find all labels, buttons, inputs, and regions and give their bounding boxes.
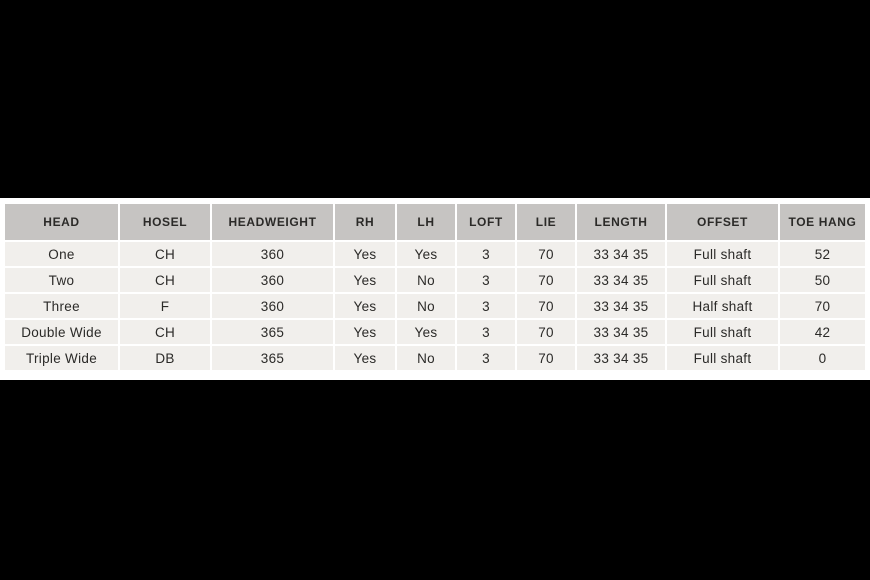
table-cell: 33 34 35 [577,268,665,292]
table-cell: Half shaft [667,294,778,318]
table-cell: Yes [335,268,395,292]
table-cell: Two [5,268,118,292]
table-body: One CH 360 Yes Yes 3 70 33 34 35 Full shaft 52 Two… [5,242,865,370]
table-cell: 50 [780,268,865,292]
table-cell: 70 [517,294,575,318]
table-cell: Yes [335,346,395,370]
table-cell: 52 [780,242,865,266]
column-header-hosel: HOSEL [120,204,210,240]
table-cell: One [5,242,118,266]
table-cell: 360 [212,268,333,292]
table-cell: DB [120,346,210,370]
table-row: One CH 360 Yes Yes 3 70 33 34 35 Full shaft 52 [5,242,865,266]
table-cell: 0 [780,346,865,370]
letterbox-top [0,0,870,198]
header-row: HEAD HOSEL HEADWEIGHT RH LH LOFT LIE LEN… [5,204,865,240]
table-cell: Full shaft [667,346,778,370]
table-cell: Yes [335,242,395,266]
table-cell: 33 34 35 [577,346,665,370]
table-cell: Full shaft [667,268,778,292]
table-cell: No [397,346,455,370]
table-cell: Double Wide [5,320,118,344]
table-row: Double Wide CH 365 Yes Yes 3 70 33 34 35 Full sh… [5,320,865,344]
column-header-loft: LOFT [457,204,515,240]
column-header-headweight: HEADWEIGHT [212,204,333,240]
table-cell: 70 [517,268,575,292]
column-header-toe-hang: TOE HANG [780,204,865,240]
table-cell: 3 [457,320,515,344]
table-cell: 70 [780,294,865,318]
table-cell: 33 34 35 [577,242,665,266]
table-cell: CH [120,242,210,266]
column-header-head: HEAD [5,204,118,240]
letterbox-bottom [0,380,870,580]
table-cell: 70 [517,346,575,370]
table-cell: CH [120,320,210,344]
table-cell: 3 [457,294,515,318]
column-header-offset: OFFSET [667,204,778,240]
table-cell: F [120,294,210,318]
content-panel: HEAD HOSEL HEADWEIGHT RH LH LOFT LIE LEN… [0,198,870,380]
table-cell: Full shaft [667,320,778,344]
table-cell: Yes [397,320,455,344]
spec-table: HEAD HOSEL HEADWEIGHT RH LH LOFT LIE LEN… [3,202,867,372]
table-cell: No [397,294,455,318]
column-header-length: LENGTH [577,204,665,240]
table-cell: CH [120,268,210,292]
table-cell: Yes [335,320,395,344]
table-row: Triple Wide DB 365 Yes No 3 70 33 34 35 Full sha… [5,346,865,370]
table-cell: 70 [517,242,575,266]
table-cell: Full shaft [667,242,778,266]
table-row: Three F 360 Yes No 3 70 33 34 35 Half shaft 70 [5,294,865,318]
table-cell: Three [5,294,118,318]
table-cell: Yes [335,294,395,318]
column-header-rh: RH [335,204,395,240]
table-cell: 70 [517,320,575,344]
table-cell: 365 [212,320,333,344]
table-cell: 3 [457,346,515,370]
table-cell: 365 [212,346,333,370]
table-row: Two CH 360 Yes No 3 70 33 34 35 Full shaft 50 [5,268,865,292]
table-cell: 33 34 35 [577,320,665,344]
table-cell: Triple Wide [5,346,118,370]
table-cell: 3 [457,242,515,266]
table-cell: 33 34 35 [577,294,665,318]
table-cell: 360 [212,294,333,318]
table-cell: 42 [780,320,865,344]
table-cell: Yes [397,242,455,266]
column-header-lh: LH [397,204,455,240]
table-cell: 360 [212,242,333,266]
table-cell: 3 [457,268,515,292]
table-cell: No [397,268,455,292]
column-header-lie: LIE [517,204,575,240]
